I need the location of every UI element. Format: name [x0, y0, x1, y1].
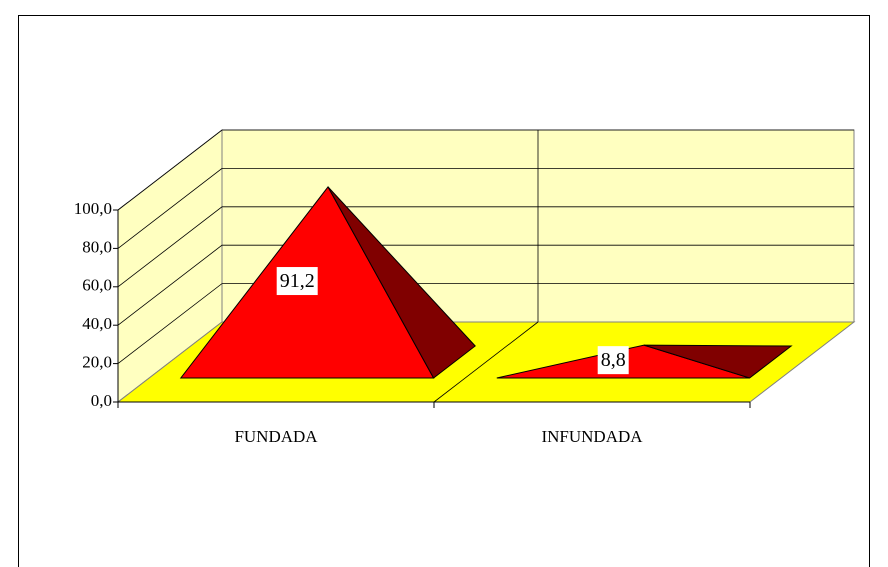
y-tick-label: 20,0	[82, 353, 112, 372]
value-label-box	[597, 346, 629, 375]
x-tick-label: FUNDADA	[234, 427, 318, 446]
x-tick-label: INFUNDADA	[541, 427, 643, 446]
floor-divider	[433, 321, 539, 403]
y-tick-label: 100,0	[74, 199, 112, 218]
grid-line	[117, 206, 854, 288]
value-label-text: 91,2	[280, 270, 315, 292]
value-label-box	[276, 267, 318, 296]
grid-line	[117, 129, 854, 211]
y-tick-label: 40,0	[82, 314, 112, 333]
y-tick-label: 60,0	[82, 276, 112, 295]
value-label: 8,8	[597, 346, 629, 375]
value-label: 91,2	[276, 267, 318, 296]
pyramid-side	[643, 344, 793, 379]
grid-line	[117, 244, 854, 326]
grid-line	[117, 167, 854, 249]
chart-frame	[18, 15, 870, 567]
pyramid-side	[327, 186, 476, 379]
y-tick-label: 0,0	[91, 391, 112, 410]
grid-line	[117, 283, 854, 364]
value-label-text: 8,8	[601, 349, 626, 371]
y-tick-label: 80,0	[82, 237, 112, 256]
